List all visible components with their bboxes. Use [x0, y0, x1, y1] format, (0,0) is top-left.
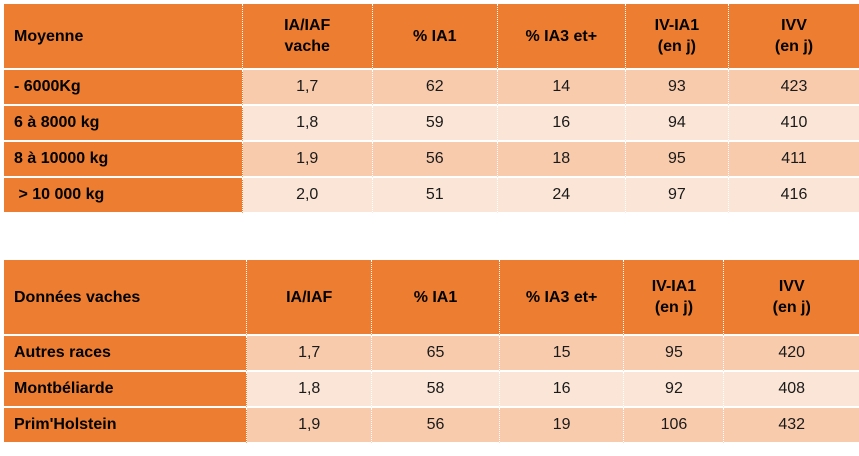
header-cell: % IA1: [372, 4, 498, 70]
row-label: Autres races: [4, 336, 248, 372]
table-cell: 58: [372, 372, 500, 408]
table-cell: 97: [625, 178, 729, 214]
table-row: Montbéliarde 1,8 58 16 92 408: [4, 372, 859, 408]
table-cell: 24: [497, 178, 626, 214]
table-cell: 62: [372, 70, 498, 106]
header-cell: IV-IA1 (en j): [625, 4, 729, 70]
table-cell: 65: [372, 336, 500, 372]
table-row: Autres races 1,7 65 15 95 420: [4, 336, 859, 372]
table-header-row: Données vaches IA/IAF % IA1 % IA3 et+ IV…: [4, 260, 859, 336]
table-cell: 420: [724, 336, 859, 372]
row-label: > 10 000 kg: [4, 178, 243, 214]
header-cell: IVV (en j): [728, 4, 859, 70]
table-cell: 423: [728, 70, 859, 106]
table-cell: 56: [372, 142, 498, 178]
table-cell: 1,9: [247, 408, 373, 444]
row-label: Prim'Holstein: [4, 408, 248, 444]
header-cell: IVV (en j): [724, 260, 859, 336]
table-cell: 2,0: [242, 178, 373, 214]
table-cell: 15: [499, 336, 625, 372]
row-label: 8 à 10000 kg: [4, 142, 243, 178]
table-cell: 14: [497, 70, 626, 106]
row-label: 6 à 8000 kg: [4, 106, 243, 142]
table-cell: 18: [497, 142, 626, 178]
table-cell: 16: [499, 372, 625, 408]
table-cell: 92: [624, 372, 725, 408]
table-cell: 1,9: [242, 142, 373, 178]
header-cell: IV-IA1 (en j): [624, 260, 725, 336]
table-cell: 51: [372, 178, 498, 214]
row-label: - 6000Kg: [4, 70, 243, 106]
table-row: Prim'Holstein 1,9 56 19 106 432: [4, 408, 859, 444]
table-cell: 1,7: [247, 336, 373, 372]
table-cell: 19: [499, 408, 625, 444]
header-cell: Moyenne: [4, 4, 243, 70]
table-cell: 94: [625, 106, 729, 142]
table-cell: 1,8: [242, 106, 373, 142]
header-cell: IA/IAF: [247, 260, 373, 336]
header-cell: IA/IAF vache: [242, 4, 373, 70]
table-cell: 1,7: [242, 70, 373, 106]
table-cell: 410: [728, 106, 859, 142]
row-label: Montbéliarde: [4, 372, 248, 408]
header-cell: % IA3 et+: [497, 4, 626, 70]
table-production-level: Moyenne IA/IAF vache % IA1 % IA3 et+ IV-…: [4, 4, 859, 214]
table-cell: 1,8: [247, 372, 373, 408]
table-row: > 10 000 kg 2,0 51 24 97 416: [4, 178, 859, 214]
table-cell: 95: [625, 142, 729, 178]
table-cell: 408: [724, 372, 859, 408]
table-row: 8 à 10000 kg 1,9 56 18 95 411: [4, 142, 859, 178]
header-cell: % IA3 et+: [499, 260, 625, 336]
table-cell: 416: [728, 178, 859, 214]
header-cell: Données vaches: [4, 260, 248, 336]
table-breed: Données vaches IA/IAF % IA1 % IA3 et+ IV…: [4, 260, 859, 444]
table-cell: 16: [497, 106, 626, 142]
table-row: 6 à 8000 kg 1,8 59 16 94 410: [4, 106, 859, 142]
table-cell: 106: [624, 408, 725, 444]
table-cell: 432: [724, 408, 859, 444]
table-cell: 93: [625, 70, 729, 106]
header-cell: % IA1: [372, 260, 500, 336]
table-cell: 56: [372, 408, 500, 444]
table-header-row: Moyenne IA/IAF vache % IA1 % IA3 et+ IV-…: [4, 4, 859, 70]
table-cell: 95: [624, 336, 725, 372]
table-row: - 6000Kg 1,7 62 14 93 423: [4, 70, 859, 106]
table-cell: 411: [728, 142, 859, 178]
table-cell: 59: [372, 106, 498, 142]
